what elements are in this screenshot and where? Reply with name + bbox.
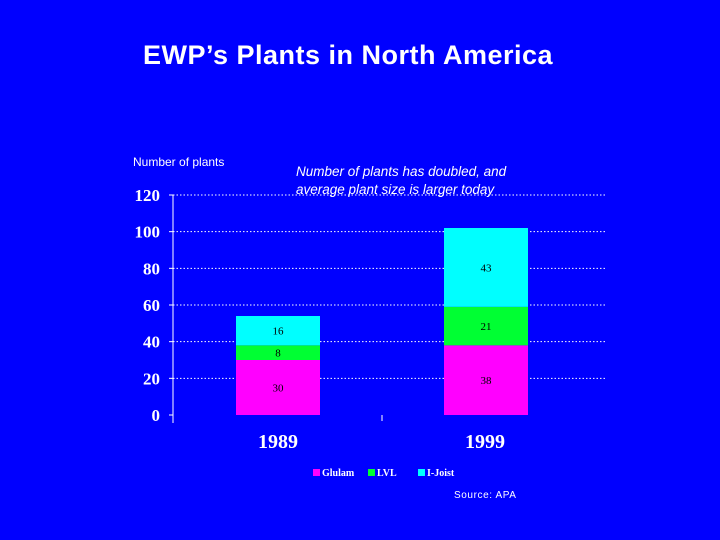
bars: 30 8 16 38 21 43 — [236, 228, 528, 421]
y-tick-label: 120 — [135, 186, 161, 205]
chart-title: EWP’s Plants in North America — [142, 40, 554, 70]
legend: Glulam LVL I-Joist — [313, 468, 455, 479]
x-category-label: 1989 — [258, 431, 298, 453]
legend-swatch-glulam — [313, 469, 320, 476]
y-tick-label: 20 — [143, 369, 160, 388]
y-tick-label: 0 — [152, 406, 161, 425]
y-tick-label: 80 — [143, 259, 160, 278]
legend-swatch-i-joist — [418, 469, 425, 476]
bar-segment-lvl — [236, 345, 320, 360]
annotation-line-1: Number of plants has doubled, and — [296, 164, 507, 179]
data-label: 38 — [481, 375, 493, 387]
x-axis-labels: 1989 1999 — [258, 431, 505, 453]
data-label: 8 — [275, 348, 281, 360]
bar-segment-glulam — [236, 360, 320, 415]
bar-segment-lvl — [444, 306, 528, 346]
data-label: 30 — [273, 383, 285, 395]
bar-segment-i-joist — [444, 228, 528, 307]
data-label: 43 — [481, 262, 493, 274]
legend-label-lvl: LVL — [377, 468, 397, 479]
source-note: Source: APA — [454, 490, 517, 501]
legend-label-i-joist: I-Joist — [427, 468, 455, 479]
legend-swatch-lvl — [368, 469, 375, 476]
y-tick-label: 40 — [143, 333, 160, 352]
annotation-line-2: average plant size is larger today — [296, 182, 495, 197]
y-axis-ticks: 0 20 40 60 80 100 120 — [135, 186, 173, 425]
y-axis-label: Number of plants — [133, 155, 224, 169]
data-label: 16 — [273, 326, 285, 338]
y-tick-label: 60 — [143, 296, 160, 315]
bar-segment-i-joist — [236, 316, 320, 346]
data-label: 21 — [481, 321, 492, 333]
legend-label-glulam: Glulam — [322, 468, 355, 479]
y-tick-label: 100 — [135, 223, 161, 242]
bar-segment-glulam — [444, 345, 528, 415]
x-category-label: 1999 — [465, 431, 505, 453]
